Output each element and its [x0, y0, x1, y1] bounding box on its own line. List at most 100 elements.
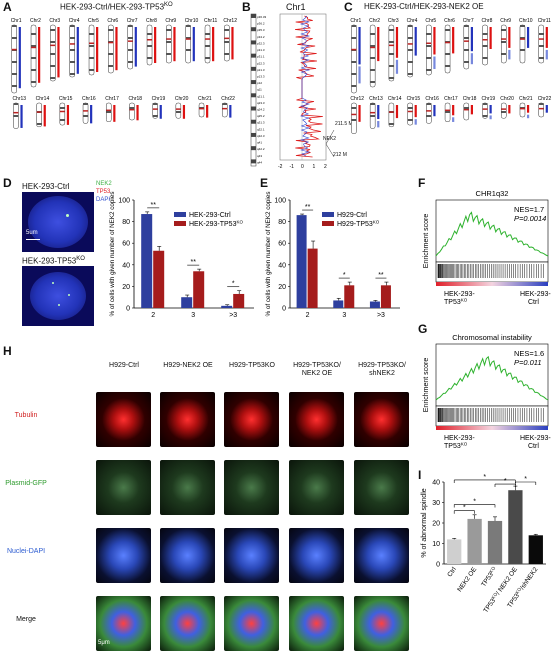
chromosome-chr9: Chr9: [500, 18, 511, 64]
gsea-nes: NES=1.7: [514, 205, 544, 214]
band-label: p12: [257, 81, 262, 85]
panel-label-g: G: [418, 322, 428, 336]
chromosome-label: Chr8: [482, 18, 493, 24]
bar: [447, 539, 462, 564]
bar: [221, 305, 233, 308]
bar: [528, 535, 543, 564]
gsea-left-label: HEK-293-: [444, 435, 475, 442]
d-legend-nek2: NEK2: [96, 181, 112, 187]
band-label: q42.2: [257, 147, 265, 151]
gsea-left-label-2: TP53KO: [444, 442, 468, 451]
panel-label-h: H: [3, 344, 12, 358]
y-axis-label: % of abnormal spindle: [421, 488, 428, 557]
row-label: Merge: [16, 616, 36, 623]
row-label: Nuclei-DAPI: [6, 548, 46, 555]
d-scale-label: 5um: [26, 230, 38, 236]
chromosome-label: Chr17: [105, 96, 119, 102]
chromosome-chr11: Chr11: [204, 18, 217, 64]
bar: [333, 300, 344, 308]
band-label: q44: [257, 160, 262, 164]
y-tick-label: 80: [122, 219, 130, 226]
legend-label: HEK-293-TP53KO: [189, 220, 243, 229]
x-tick-label: >3: [229, 312, 237, 319]
chromosome-chr14: Chr14: [388, 96, 402, 128]
b-annot-3: 212 M: [333, 152, 347, 158]
micrograph-cell: [224, 596, 279, 651]
band-label: p31.1: [257, 55, 265, 59]
micrograph-cell: [160, 596, 215, 651]
chromosome-chr18: Chr18: [463, 96, 477, 121]
band-label: q41: [257, 141, 262, 145]
bar: [153, 250, 165, 308]
column-label: H929-TP53KO: [229, 362, 275, 369]
micrograph-cell: [96, 392, 151, 447]
micrograph-cell: [354, 528, 409, 583]
d-img2-title-sup: KO: [76, 256, 85, 262]
chromosome-chr19: Chr19: [152, 96, 165, 119]
gsea-pvalue: P=0.011: [514, 358, 542, 367]
chromosome-chr13: Chr13: [12, 96, 26, 129]
band-label: p35.3: [257, 28, 265, 32]
band-label: p34.2: [257, 35, 265, 39]
chromosome-label: Chr1: [350, 18, 361, 24]
chromosome-chr21: Chr21: [198, 96, 212, 118]
bar: [467, 518, 482, 564]
micrograph-cell: [224, 528, 279, 583]
chromosome-label: Chr4: [69, 18, 80, 24]
copy-number-plot-b: p36.33 p36.2 p35.3 p34.2 p32.3 p31.3 p31.1 p22.…: [250, 13, 335, 170]
gsea-title: CHR1q32: [476, 189, 509, 198]
chromosome-chr13: Chr13: [369, 96, 383, 129]
gsea-nes: NES=1.6: [514, 349, 544, 358]
chromosome-label: Chr18: [463, 96, 477, 102]
micrograph-cell: [289, 596, 344, 651]
chromosome-chr12: Chr12: [350, 96, 364, 134]
chromosome-label: Chr5: [88, 18, 99, 24]
micrograph-cell: [96, 528, 151, 583]
column-label: H929-Ctrl: [109, 362, 139, 369]
legend-swatch: [322, 221, 334, 226]
chromosome-chr22: Chr22: [221, 96, 235, 118]
chromosome-label: Chr4: [407, 18, 418, 24]
column-label: H929-TP53KO/ NEK2 OE: [293, 362, 341, 377]
significance-label: *: [473, 499, 476, 506]
significance-label: **: [305, 204, 311, 211]
panel-label-i: I: [418, 468, 422, 482]
chromosome-label: Chr11: [538, 18, 551, 24]
y-axis-label: % of cells with given number of NEK2 cop…: [265, 192, 272, 317]
chromosome-label: Chr20: [175, 96, 189, 102]
chromosome-chr3: Chr3: [388, 18, 399, 82]
x-tick-label: 3: [342, 312, 346, 319]
row-label: Tubulin: [14, 412, 38, 419]
fish-image-ctrl: 5um: [22, 192, 94, 252]
chromosome-label: Chr6: [107, 18, 118, 24]
micrograph-cell: [160, 460, 215, 515]
y-tick-label: 20: [432, 521, 440, 528]
chromosome-chr8: Chr8: [146, 18, 157, 66]
y-tick-label: 100: [274, 198, 286, 205]
band-label: q23.3: [257, 101, 265, 105]
micrograph-cell: [96, 596, 151, 651]
chromosome-label: Chr11: [204, 18, 217, 24]
micrograph-cell: [289, 460, 344, 515]
b-axis-tick: -2: [278, 164, 283, 170]
y-tick-label: 100: [118, 198, 130, 205]
gsea-plot-g: Chromosomal instability Enrichment score N…: [423, 333, 551, 451]
x-tick-label: 2: [151, 312, 155, 319]
significance-label: *: [463, 505, 466, 512]
band-label: q32.1: [257, 127, 265, 131]
legend-label: H929-Ctrl: [337, 212, 367, 219]
b-axis-tick: 0: [301, 164, 304, 170]
chromosome-chr15: Chr15: [407, 96, 420, 126]
band-label: p13.3: [257, 74, 265, 78]
chromosome-label: Chr18: [128, 96, 142, 102]
chromosome-chr1: Chr1: [11, 18, 22, 94]
gsea-right-label-2: Ctrl: [528, 443, 539, 450]
micrograph-cell: [354, 596, 409, 651]
b-annot-2: NEK2: [323, 136, 337, 142]
chromosome-chr10: Chr10: [519, 18, 533, 64]
chromosome-label: Chr13: [12, 96, 26, 102]
chromosome-chr11: Chr11: [538, 18, 551, 64]
gsea-ylabel: Enrichment score: [423, 214, 430, 269]
chromosome-label: Chr12: [350, 96, 364, 102]
chromosome-label: Chr1: [11, 18, 22, 24]
